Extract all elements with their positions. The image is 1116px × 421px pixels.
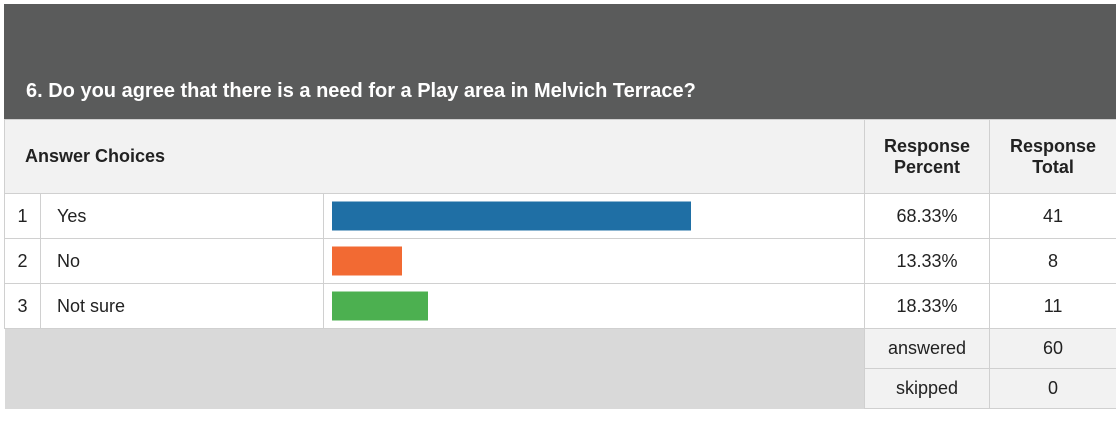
response-total-header: Response Total: [989, 119, 1116, 194]
response-percent-header: Response Percent: [864, 119, 991, 194]
response-percent: 68.33%: [864, 193, 991, 239]
results-table: Answer Choices Response Percent Response…: [3, 119, 1116, 409]
bar-yes: [332, 201, 691, 231]
bar-not-sure: [332, 291, 428, 321]
answered-label: answered: [864, 328, 991, 369]
row-index: 1: [4, 193, 41, 239]
response-total-header-line2: Total: [1032, 156, 1074, 177]
answer-choices-header: Answer Choices: [3, 119, 866, 194]
response-percent-header-line1: Response: [884, 135, 971, 156]
table-header-row: Answer Choices Response Percent Response…: [3, 119, 1116, 194]
table-row: 1 Yes 68.33% 41: [4, 193, 1116, 239]
response-total: 41: [989, 193, 1116, 239]
summary-spacer: [4, 328, 865, 369]
skipped-label: skipped: [864, 368, 991, 409]
bar-cell: [322, 193, 866, 239]
row-index: 3: [4, 283, 41, 329]
question-header: 6. Do you agree that there is a need for…: [4, 4, 1116, 119]
response-total: 8: [989, 238, 1116, 284]
response-total: 11: [989, 283, 1116, 329]
table-row: 3 Not sure 18.33% 11: [4, 283, 1116, 329]
response-total-header-line1: Response: [1010, 135, 1097, 156]
answered-row: answered 60: [4, 328, 1116, 369]
answer-choice-label: Yes: [40, 193, 324, 239]
answer-choice-label: No: [40, 238, 324, 284]
row-index: 2: [4, 238, 41, 284]
response-percent: 13.33%: [864, 238, 991, 284]
table-row: 2 No 13.33% 8: [4, 238, 1116, 284]
summary-spacer: [4, 368, 865, 409]
answered-value: 60: [989, 328, 1116, 369]
bar-cell: [322, 283, 866, 329]
skipped-row: skipped 0: [4, 368, 1116, 409]
question-title: 6. Do you agree that there is a need for…: [26, 80, 696, 102]
answer-choice-label: Not sure: [40, 283, 324, 329]
bar-no: [332, 246, 402, 276]
skipped-value: 0: [989, 368, 1116, 409]
bar-cell: [322, 238, 866, 284]
response-percent-header-line2: Percent: [894, 156, 961, 177]
response-percent: 18.33%: [864, 283, 991, 329]
